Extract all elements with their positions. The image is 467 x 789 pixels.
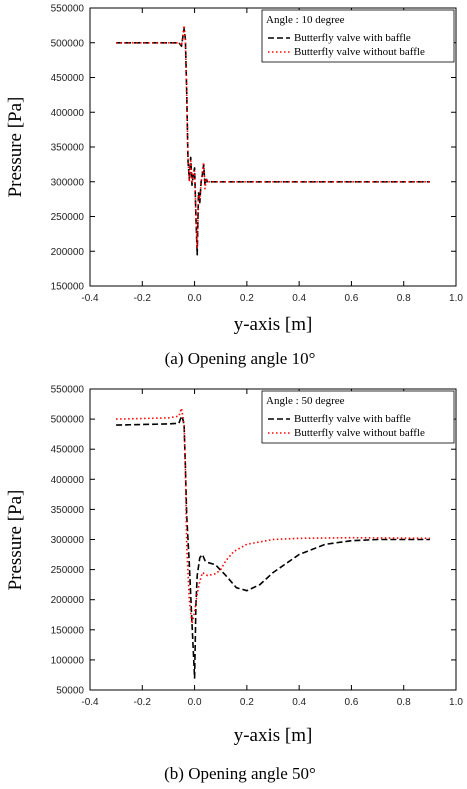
y-tick-label: 500000: [51, 38, 85, 49]
y-tick-label: 550000: [51, 4, 85, 15]
y-tick-label: 250000: [51, 565, 85, 576]
y-tick-label: 500000: [51, 415, 85, 426]
x-tick-label: 0.0: [188, 697, 202, 708]
series-line-with-baffle: [116, 27, 430, 256]
y-tick-label: 550000: [51, 385, 85, 396]
x-tick-label: -0.4: [81, 293, 99, 304]
y-axis-title: Pressure [Pa]: [5, 490, 26, 591]
legend: Angle : 50 degree Butterfly valve with b…: [261, 390, 455, 444]
y-tick-label: 350000: [51, 143, 85, 154]
legend-title: Angle : 50 degree: [266, 395, 345, 407]
chart-caption: (b) Opening angle 50°: [164, 764, 316, 783]
x-tick-label: 1.0: [449, 697, 463, 708]
legend-label-with-baffle: Butterfly valve with baffle: [294, 413, 411, 425]
legend-title: Angle : 10 degree: [266, 14, 345, 26]
x-axis-title: y-axis [m]: [234, 314, 313, 335]
legend-label-without-baffle: Butterfly valve without baffle: [294, 46, 425, 58]
y-tick-label: 150000: [51, 282, 85, 293]
x-tick-label: 0.0: [188, 293, 202, 304]
x-axis-ticks: -0.4 -0.2 0.0 0.2 0.4 0.6 0.8 1.0: [81, 8, 463, 304]
y-tick-label: 400000: [51, 108, 85, 119]
y-axis-ticks: 150000 200000 250000 300000 350000 400000 4500…: [51, 4, 456, 293]
y-tick-label: 450000: [51, 445, 85, 456]
legend-label-without-baffle: Butterfly valve without baffle: [294, 427, 425, 439]
x-tick-label: -0.2: [134, 293, 152, 304]
legend-label-with-baffle: Butterfly valve with baffle: [294, 32, 411, 44]
x-tick-label: 0.6: [344, 293, 358, 304]
x-tick-label: -0.4: [81, 697, 99, 708]
series-line-with-baffle: [116, 415, 430, 679]
legend: Angle : 10 degree Butterfly valve with b…: [261, 9, 455, 63]
x-tick-label: 0.8: [397, 697, 411, 708]
legend-box: [261, 9, 455, 63]
x-axis-title: y-axis [m]: [234, 725, 313, 746]
series-line-without-baffle: [116, 24, 430, 249]
y-tick-label: 200000: [51, 595, 85, 606]
x-tick-label: 0.8: [397, 293, 411, 304]
x-tick-label: 0.6: [344, 697, 358, 708]
y-tick-label: 100000: [51, 655, 85, 666]
y-tick-label: 300000: [51, 535, 85, 546]
y-tick-label: 350000: [51, 505, 85, 516]
y-tick-label: 300000: [51, 177, 85, 188]
series-lines: [116, 407, 430, 679]
x-tick-label: 0.2: [240, 293, 254, 304]
chart-opening-10: 150000 200000 250000 300000 350000 400000 4500…: [5, 4, 463, 369]
y-tick-label: 450000: [51, 73, 85, 84]
y-axis-ticks: 50000 100000 150000 200000 250000 300000 35000…: [51, 385, 456, 697]
x-tick-label: 1.0: [449, 293, 463, 304]
y-tick-label: 50000: [56, 686, 84, 697]
y-axis-title: Pressure [Pa]: [5, 97, 26, 198]
x-tick-label: -0.2: [134, 697, 152, 708]
x-tick-label: 0.4: [292, 697, 306, 708]
y-tick-label: 200000: [51, 247, 85, 258]
chart-caption: (a) Opening angle 10°: [165, 349, 316, 368]
x-axis-ticks: -0.4 -0.2 0.0 0.2 0.4 0.6 0.8 1.0: [81, 389, 463, 708]
x-tick-label: 0.4: [292, 293, 306, 304]
y-tick-label: 400000: [51, 475, 85, 486]
series-lines: [116, 24, 430, 256]
y-tick-label: 250000: [51, 212, 85, 223]
y-tick-label: 150000: [51, 625, 85, 636]
legend-box: [261, 390, 455, 444]
chart-opening-50: 50000 100000 150000 200000 250000 300000 35000…: [5, 385, 463, 784]
x-tick-label: 0.2: [240, 697, 254, 708]
